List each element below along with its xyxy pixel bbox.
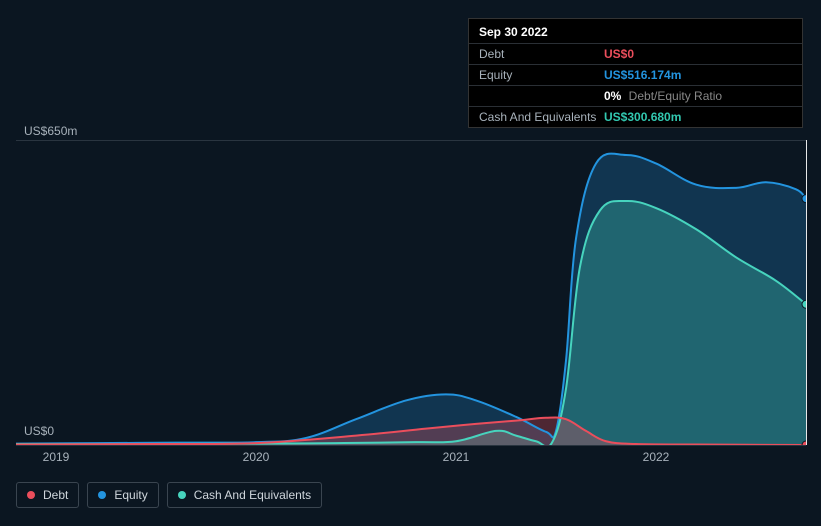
chart-legend: Debt Equity Cash And Equivalents: [16, 482, 322, 508]
legend-dot-icon: [27, 491, 35, 499]
tooltip-row-value: US$516.174m: [604, 67, 792, 83]
x-axis-tick-label: 2022: [643, 450, 670, 464]
legend-dot-icon: [98, 491, 106, 499]
tooltip-row-value: US$300.680m: [604, 109, 792, 125]
tooltip-row-value: US$0: [604, 46, 792, 62]
tooltip-row-label: [479, 88, 604, 104]
tooltip-row: Cash And EquivalentsUS$300.680m: [469, 106, 802, 127]
x-axis-tick-label: 2021: [443, 450, 470, 464]
chart-svg: [16, 140, 806, 445]
y-axis-max-label: US$650m: [24, 124, 77, 138]
data-tooltip: Sep 30 2022 DebtUS$0EquityUS$516.174m0% …: [468, 18, 803, 128]
legend-label: Equity: [114, 488, 147, 502]
tooltip-row-label: Equity: [479, 67, 604, 83]
legend-label: Debt: [43, 488, 68, 502]
tooltip-date: Sep 30 2022: [469, 19, 802, 43]
legend-dot-icon: [178, 491, 186, 499]
tooltip-row-extra: Debt/Equity Ratio: [625, 89, 722, 103]
tooltip-row: EquityUS$516.174m: [469, 64, 802, 85]
legend-item-equity[interactable]: Equity: [87, 482, 158, 508]
hover-vertical-line: [806, 140, 807, 445]
tooltip-row-value: 0% Debt/Equity Ratio: [604, 88, 792, 104]
legend-item-debt[interactable]: Debt: [16, 482, 79, 508]
tooltip-row: DebtUS$0: [469, 43, 802, 64]
x-axis-tick-label: 2020: [243, 450, 270, 464]
legend-item-cash-and-equivalents[interactable]: Cash And Equivalents: [167, 482, 322, 508]
tooltip-row-label: Cash And Equivalents: [479, 109, 604, 125]
grid-line-bottom: [16, 445, 806, 446]
tooltip-row: 0% Debt/Equity Ratio: [469, 85, 802, 106]
legend-label: Cash And Equivalents: [194, 488, 311, 502]
tooltip-row-label: Debt: [479, 46, 604, 62]
x-axis-tick-label: 2019: [43, 450, 70, 464]
